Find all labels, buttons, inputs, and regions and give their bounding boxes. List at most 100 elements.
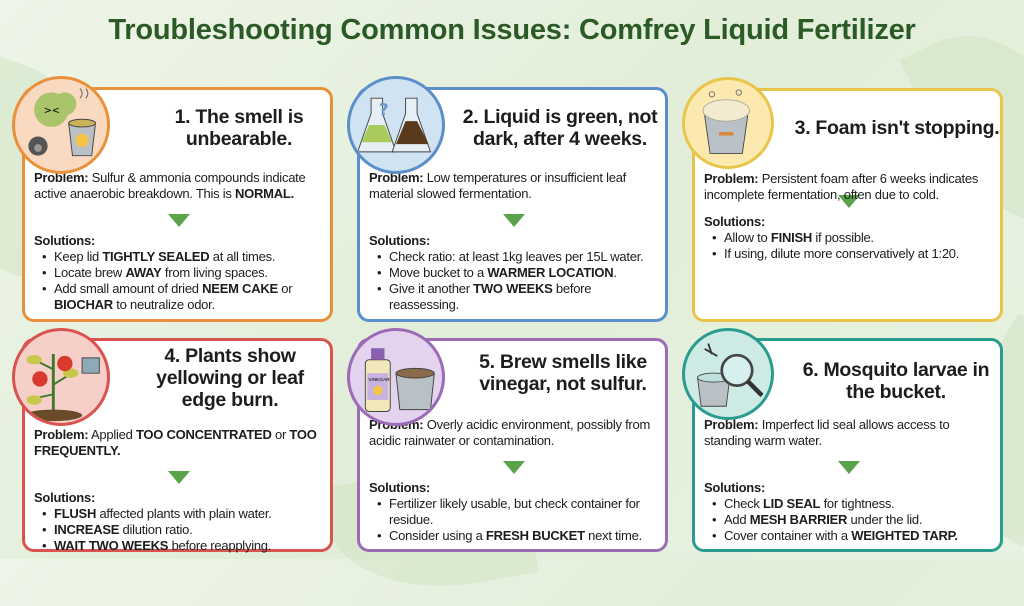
body-text: Move bucket to a: [389, 265, 488, 280]
solution-item: Check ratio: at least 1kg leaves per 15L…: [377, 249, 659, 265]
body-text: Overly acidic environment, possibly from…: [369, 417, 651, 448]
problem-label: Problem:: [704, 417, 759, 432]
body-text: Check ratio: at least 1kg leaves per 15L…: [389, 249, 644, 264]
solutions-list: Fertilizer likely usable, but check cont…: [369, 496, 659, 544]
down-arrow-icon: [168, 214, 190, 227]
solutions-label: Solutions:: [704, 480, 766, 495]
card-body: Problem: Imperfect lid seal allows acces…: [704, 417, 994, 544]
problem-text: Problem: Imperfect lid seal allows acces…: [704, 417, 994, 449]
solution-item: FLUSH affected plants with plain water.: [42, 506, 324, 522]
icon-circle: ?: [347, 76, 445, 174]
card-title: 6. Mosquito larvae in the bucket.: [802, 359, 990, 403]
icon-circle: [12, 328, 110, 426]
card-title: 2. Liquid is green, not dark, after 4 we…: [462, 106, 658, 150]
body-text: Check: [724, 496, 763, 511]
solutions-list: Allow to FINISH if possible.If using, di…: [704, 230, 994, 262]
mosquito-magnifier-bucket-icon: [685, 331, 771, 417]
body-text: dilution ratio.: [119, 522, 193, 537]
solution-item: Keep lid TIGHTLY SEALED at all times.: [42, 249, 324, 265]
problem-label: Problem:: [704, 171, 759, 186]
emphasis-text: AWAY: [125, 265, 162, 280]
solutions-list: FLUSH affected plants with plain water.I…: [34, 506, 324, 554]
down-arrow-icon: [838, 461, 860, 474]
body-text: Give it another: [389, 281, 474, 296]
body-text: Allow to: [724, 230, 771, 245]
problem-text: Problem: Applied TOO CONCENTRATED or TOO…: [34, 427, 324, 459]
card-body: Problem: Applied TOO CONCENTRATED or TOO…: [34, 427, 324, 554]
body-text: Imperfect lid seal allows access to stan…: [704, 417, 950, 448]
solution-item: INCREASE dilution ratio.: [42, 522, 324, 538]
emphasis-text: WAIT TWO WEEKS: [54, 538, 169, 553]
emphasis-text: BIOCHAR: [54, 297, 113, 312]
solution-item: Add MESH BARRIER under the lid.: [712, 512, 994, 528]
emphasis-text: WEIGHTED TARP.: [851, 528, 958, 543]
body-text: at all times.: [209, 249, 276, 264]
emphasis-text: TOO FREQUENTLY.: [34, 427, 317, 458]
emphasis-text: MESH BARRIER: [749, 512, 848, 527]
body-text: Low temperatures or insufficient leaf ma…: [369, 170, 627, 201]
card-title: 4. Plants show yellowing or leaf edge bu…: [156, 345, 304, 411]
emphasis-text: FINISH: [770, 230, 813, 245]
emphasis-text: WARMER LOCATION: [487, 265, 614, 280]
tomato-plant-watering-can-icon: [15, 331, 107, 423]
card-body: Problem: Low temperatures or insufficien…: [369, 170, 659, 313]
solutions-label: Solutions:: [704, 214, 766, 229]
emphasis-text: TIGHTLY SEALED: [102, 249, 210, 264]
card-title: 5. Brew smells like vinegar, not sulfur.: [479, 351, 647, 395]
body-text: .: [613, 265, 617, 280]
body-text: or: [277, 281, 293, 296]
flasks-question-icon: ?: [350, 79, 442, 171]
body-text: Cover container with a: [724, 528, 852, 543]
body-text: If using, dilute more conservatively at …: [724, 246, 960, 261]
icon-circle: VINEGAR: [347, 328, 445, 426]
body-text: or: [271, 427, 290, 442]
solutions-list: Check LID SEAL for tightness.Add MESH BA…: [704, 496, 994, 544]
emphasis-text: TWO WEEKS: [473, 281, 553, 296]
emphasis-text: TOO CONCENTRATED: [135, 427, 272, 442]
emphasis-text: FLUSH: [54, 506, 97, 521]
svg-text:?: ?: [379, 100, 389, 120]
body-text: next time.: [584, 528, 642, 543]
card-body: Problem: Sulfur & ammonia compounds indi…: [34, 170, 324, 313]
icon-circle: ><: [12, 76, 110, 174]
card-body: Problem: Persistent foam after 6 weeks i…: [704, 171, 994, 262]
body-text: Consider using a: [389, 528, 486, 543]
troubleshooting-card: 1. The smell is unbearable. Problem: Sulf…: [22, 87, 333, 322]
body-text: Keep lid: [54, 249, 103, 264]
icon-circle: [682, 77, 774, 169]
solution-item: WAIT TWO WEEKS before reapplying.: [42, 538, 324, 554]
body-text: Fertilizer likely usable, but check cont…: [389, 496, 640, 527]
solutions-list: Check ratio: at least 1kg leaves per 15L…: [369, 249, 659, 313]
solutions-list: Keep lid TIGHTLY SEALED at all times.Loc…: [34, 249, 324, 313]
solution-item: Cover container with a WEIGHTED TARP.: [712, 528, 994, 544]
emphasis-text: NORMAL.: [235, 186, 294, 201]
body-text: for tightness.: [820, 496, 895, 511]
troubleshooting-card: 3. Foam isn't stopping. Problem: Persiste…: [692, 88, 1003, 322]
down-arrow-icon: [503, 214, 525, 227]
body-text: Applied: [88, 427, 136, 442]
body-text: under the lid.: [847, 512, 923, 527]
smelly-bucket-gas-mask-icon: ><: [15, 79, 107, 171]
solution-item: Give it another TWO WEEKS before reasses…: [377, 281, 659, 313]
emphasis-text: FRESH BUCKET: [485, 528, 585, 543]
solution-item: Allow to FINISH if possible.: [712, 230, 994, 246]
foaming-bucket-icon: [685, 80, 771, 166]
vinegar-bottle-bucket-icon: VINEGAR: [350, 331, 442, 423]
solution-item: Add small amount of dried NEEM CAKE or B…: [42, 281, 324, 313]
body-text: Add: [724, 512, 750, 527]
body-text: if possible.: [812, 230, 874, 245]
problem-label: Problem:: [34, 427, 89, 442]
emphasis-text: NEEM CAKE: [202, 281, 278, 296]
body-text: affected plants with plain water.: [96, 506, 272, 521]
body-text: before reapplying.: [168, 538, 272, 553]
icon-circle: [682, 328, 774, 420]
solution-item: Move bucket to a WARMER LOCATION.: [377, 265, 659, 281]
problem-text: Problem: Overly acidic environment, poss…: [369, 417, 659, 449]
solution-item: Locate brew AWAY from living spaces.: [42, 265, 324, 281]
problem-label: Problem:: [34, 170, 89, 185]
problem-text: Problem: Low temperatures or insufficien…: [369, 170, 659, 202]
body-text: to neutralize odor.: [112, 297, 215, 312]
problem-text: Problem: Sulfur & ammonia compounds indi…: [34, 170, 324, 202]
solutions-label: Solutions:: [34, 490, 96, 505]
down-arrow-icon: [503, 461, 525, 474]
